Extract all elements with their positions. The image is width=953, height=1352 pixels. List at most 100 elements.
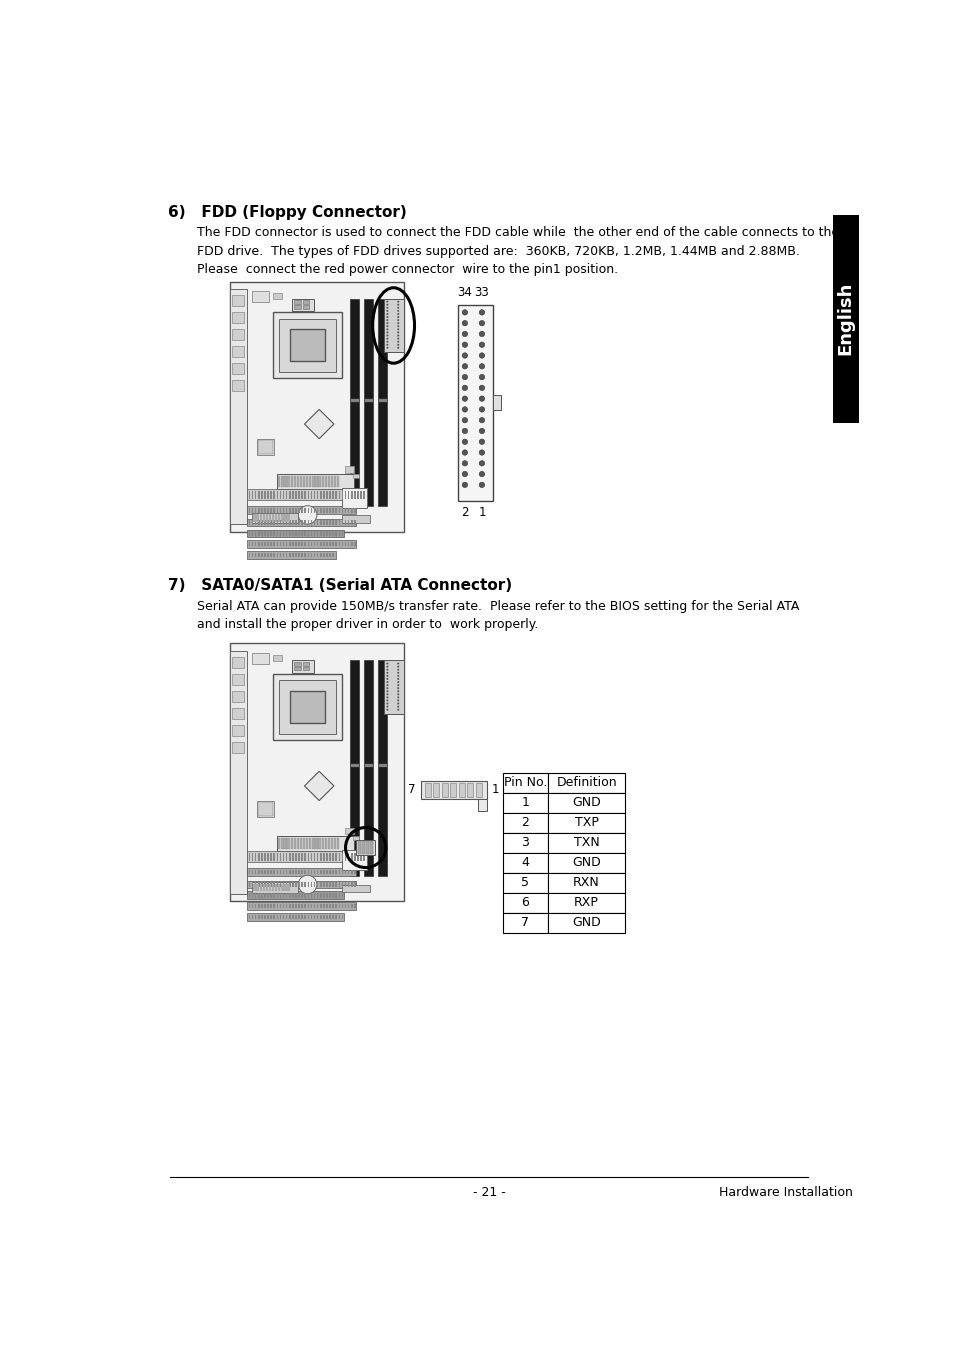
Polygon shape [276, 853, 278, 861]
Polygon shape [276, 836, 354, 852]
Polygon shape [323, 542, 324, 546]
Circle shape [386, 300, 388, 303]
Polygon shape [303, 662, 309, 665]
Polygon shape [267, 508, 269, 512]
Polygon shape [249, 869, 250, 875]
Polygon shape [249, 542, 250, 546]
Polygon shape [321, 838, 323, 849]
Polygon shape [301, 883, 303, 887]
Polygon shape [301, 914, 303, 919]
Polygon shape [311, 521, 312, 525]
Circle shape [396, 696, 399, 699]
Circle shape [461, 418, 467, 423]
Polygon shape [276, 869, 278, 875]
Text: The FDD connector is used to connect the FDD cable while  the other end of the c: The FDD connector is used to connect the… [196, 226, 838, 276]
Polygon shape [351, 521, 353, 525]
Polygon shape [316, 531, 318, 535]
Polygon shape [334, 476, 335, 487]
Polygon shape [269, 514, 271, 522]
Circle shape [396, 669, 399, 671]
Polygon shape [356, 491, 358, 499]
Polygon shape [323, 553, 324, 557]
Polygon shape [294, 903, 296, 909]
Polygon shape [264, 869, 266, 875]
Polygon shape [267, 491, 269, 499]
Polygon shape [273, 675, 342, 740]
Polygon shape [247, 913, 344, 921]
Text: 34: 34 [457, 287, 472, 299]
Polygon shape [344, 521, 346, 525]
Polygon shape [441, 783, 447, 796]
Polygon shape [342, 850, 367, 869]
Polygon shape [304, 853, 306, 861]
Text: 1: 1 [521, 796, 529, 810]
Polygon shape [247, 507, 355, 514]
Polygon shape [264, 521, 266, 525]
Polygon shape [304, 521, 306, 525]
Polygon shape [267, 869, 269, 875]
Text: 2: 2 [521, 817, 529, 829]
Polygon shape [276, 491, 278, 499]
Circle shape [396, 699, 399, 702]
Polygon shape [286, 914, 287, 919]
Polygon shape [270, 553, 272, 557]
Text: GND: GND [572, 856, 600, 869]
Polygon shape [319, 521, 321, 525]
Polygon shape [547, 892, 624, 913]
Text: 7: 7 [407, 783, 415, 796]
Polygon shape [267, 531, 269, 535]
Polygon shape [335, 914, 336, 919]
Polygon shape [307, 853, 309, 861]
Polygon shape [257, 439, 274, 454]
Polygon shape [232, 330, 244, 341]
Polygon shape [336, 838, 339, 849]
Polygon shape [264, 892, 266, 898]
Polygon shape [261, 914, 262, 919]
Polygon shape [335, 883, 336, 887]
Circle shape [478, 429, 484, 434]
Polygon shape [335, 903, 336, 909]
Polygon shape [269, 884, 271, 891]
Polygon shape [477, 799, 487, 811]
Polygon shape [289, 883, 291, 887]
Polygon shape [328, 476, 330, 487]
Circle shape [461, 483, 467, 488]
Circle shape [461, 472, 467, 477]
Polygon shape [247, 519, 355, 526]
Polygon shape [351, 883, 353, 887]
Polygon shape [299, 838, 302, 849]
Polygon shape [326, 869, 328, 875]
Polygon shape [267, 553, 269, 557]
Polygon shape [254, 883, 256, 887]
Polygon shape [247, 852, 367, 863]
Polygon shape [354, 508, 355, 512]
Polygon shape [296, 838, 298, 849]
Polygon shape [232, 380, 244, 391]
Polygon shape [264, 914, 266, 919]
Polygon shape [335, 869, 336, 875]
Circle shape [396, 304, 399, 306]
Circle shape [386, 694, 388, 695]
Polygon shape [289, 892, 291, 898]
Polygon shape [247, 880, 355, 888]
Polygon shape [319, 892, 321, 898]
Polygon shape [301, 508, 303, 512]
Polygon shape [311, 883, 312, 887]
Polygon shape [289, 553, 291, 557]
Polygon shape [282, 531, 284, 535]
Polygon shape [314, 521, 315, 525]
Polygon shape [378, 764, 386, 768]
Polygon shape [319, 903, 321, 909]
Polygon shape [289, 853, 291, 861]
Polygon shape [311, 903, 312, 909]
Polygon shape [311, 853, 312, 861]
Polygon shape [289, 521, 291, 525]
Circle shape [396, 687, 399, 690]
Circle shape [396, 316, 399, 318]
Circle shape [396, 312, 399, 315]
Polygon shape [319, 883, 321, 887]
Circle shape [478, 461, 484, 466]
Polygon shape [344, 903, 346, 909]
Polygon shape [279, 542, 281, 546]
Text: 1: 1 [477, 507, 485, 519]
